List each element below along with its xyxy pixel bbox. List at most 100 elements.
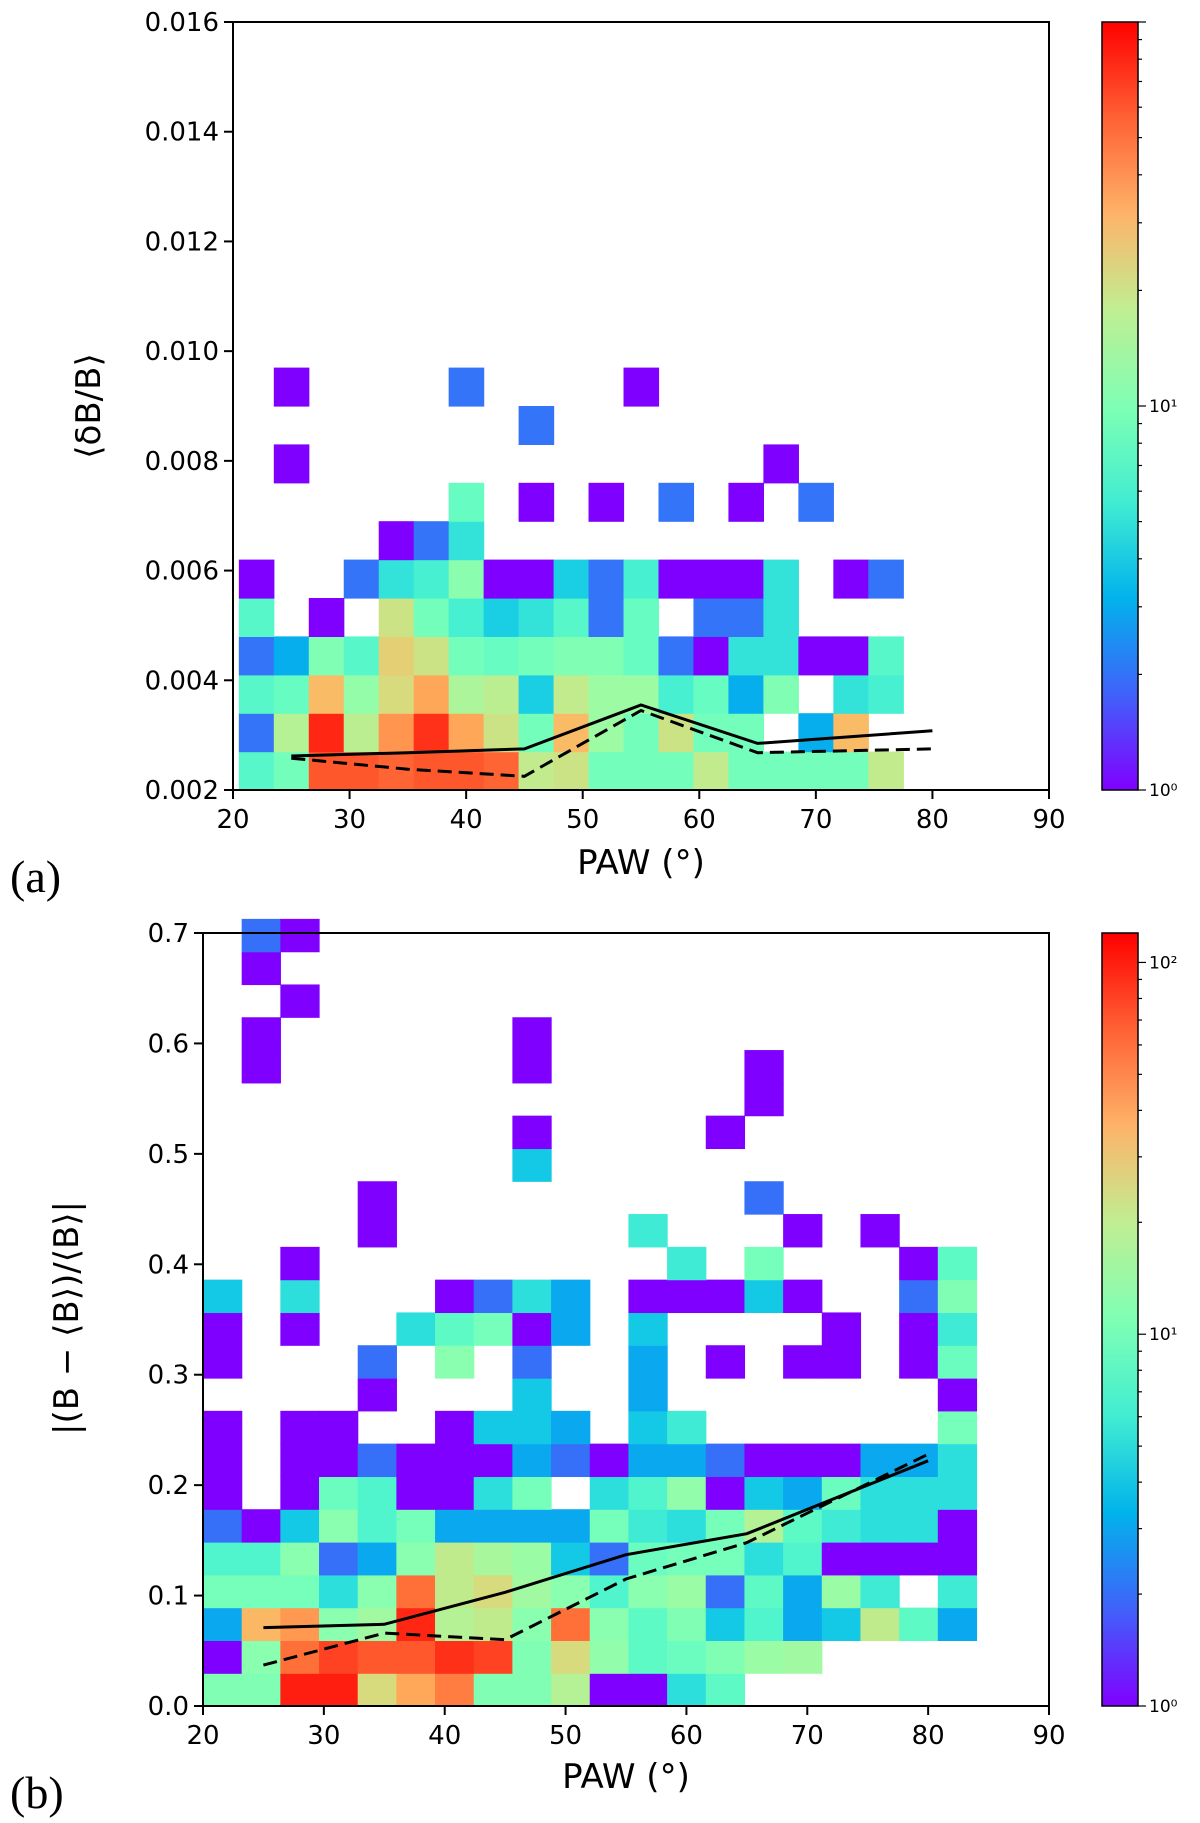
heatmap-cell xyxy=(448,598,485,637)
heatmap-cell xyxy=(728,674,764,714)
y-tick-label: 0.012 xyxy=(145,227,219,257)
heatmap-cell xyxy=(588,598,625,637)
heatmap-cell xyxy=(693,751,730,791)
y-tick-label: 0.2 xyxy=(148,1471,189,1501)
heatmap-cell xyxy=(705,1443,746,1478)
heatmap-cell xyxy=(357,1181,397,1215)
x-tick-label: 90 xyxy=(1032,805,1065,835)
heatmap-cell xyxy=(937,1607,978,1642)
heatmap-cell xyxy=(512,1410,552,1445)
heatmap-cell xyxy=(868,559,904,599)
heatmap-cell xyxy=(744,1574,784,1609)
heatmap-cell xyxy=(241,1673,281,1707)
heatmap-cell xyxy=(518,482,555,522)
heatmap-cell xyxy=(667,1476,707,1510)
plot-frame-b xyxy=(202,932,1050,1707)
heatmap-cell xyxy=(589,1607,630,1642)
heatmap-cell xyxy=(357,1509,397,1543)
heatmap-cell xyxy=(396,1574,436,1609)
heatmap-cell xyxy=(744,1181,784,1215)
heatmap-cell xyxy=(553,598,590,637)
heatmap-cell xyxy=(203,1476,243,1510)
heatmap-cell xyxy=(280,1279,320,1314)
x-tick-label: 40 xyxy=(428,1721,461,1751)
heatmap-cell xyxy=(518,598,555,637)
heatmap-cell xyxy=(203,1509,243,1543)
x-tick-label: 30 xyxy=(333,805,366,835)
heatmap-cell xyxy=(512,1312,552,1346)
heatmap-cell xyxy=(783,1279,823,1314)
heatmap-cell xyxy=(512,1345,552,1379)
heatmap-cell xyxy=(899,1509,939,1543)
heatmap-cell xyxy=(241,1574,281,1609)
heatmap-cell xyxy=(448,751,485,791)
heatmap-cell xyxy=(343,559,380,599)
heatmap-cell xyxy=(551,1279,591,1314)
heatmap-cell xyxy=(512,1115,552,1150)
heatmap-cell xyxy=(396,1542,436,1576)
heatmap-cell xyxy=(899,1607,939,1642)
heatmap-cell xyxy=(551,1542,591,1576)
heatmap-cell xyxy=(203,1542,243,1576)
heatmap-cell xyxy=(821,1542,862,1576)
y-axis-label-b: |(B − ⟨B⟩)/⟨B⟩| xyxy=(47,1201,87,1435)
heatmap-cell xyxy=(667,1673,707,1707)
heatmap-cell xyxy=(705,1279,746,1314)
heatmap-cell xyxy=(588,482,625,522)
x-tick-label: 90 xyxy=(1032,1721,1065,1751)
heatmap-cell xyxy=(203,1312,243,1346)
x-tick-label: 70 xyxy=(791,1721,824,1751)
heatmap-cell xyxy=(589,1673,630,1707)
heatmap-cell xyxy=(705,1115,746,1150)
heatmap-cell xyxy=(238,636,275,676)
heatmap-cell xyxy=(280,1509,320,1543)
y-tick-label: 0.0 xyxy=(148,1692,189,1722)
heatmap-cell xyxy=(343,674,380,714)
heatmap-cell xyxy=(512,1640,552,1674)
heatmap-cell xyxy=(435,1476,475,1510)
heatmap-cell xyxy=(744,1246,784,1281)
heatmap-cell xyxy=(833,636,869,676)
heatmap-cell xyxy=(518,751,555,791)
heatmap-cell xyxy=(937,1312,978,1346)
heatmap-cell xyxy=(343,636,380,676)
heatmap-cell xyxy=(280,1542,320,1576)
colorbar-tick-label: 10² xyxy=(1149,953,1177,973)
heatmap-cell xyxy=(273,636,310,676)
heatmap-cell xyxy=(280,1476,320,1510)
heatmap-cell xyxy=(628,1378,668,1412)
heatmap-cell xyxy=(833,713,869,753)
heatmap-cell xyxy=(473,1673,513,1707)
heatmap-plot-b xyxy=(203,918,978,1707)
heatmap-cell xyxy=(512,1148,552,1182)
heatmap-cell xyxy=(667,1509,707,1543)
heatmap-cell xyxy=(241,918,281,953)
heatmap-cell xyxy=(241,1509,281,1543)
heatmap-cell xyxy=(308,636,345,676)
heatmap-cell xyxy=(623,674,660,714)
heatmap-cell xyxy=(821,1345,862,1379)
heatmap-cell xyxy=(435,1443,475,1478)
heatmap-cell xyxy=(628,1443,668,1478)
heatmap-cell xyxy=(435,1279,475,1314)
heatmap-cell xyxy=(899,1476,939,1510)
heatmap-cell xyxy=(435,1345,475,1379)
heatmap-cell xyxy=(473,1312,513,1346)
heatmap-cell xyxy=(551,1410,591,1445)
heatmap-cell xyxy=(378,521,415,561)
heatmap-cell xyxy=(308,598,345,637)
heatmap-cell xyxy=(435,1509,475,1543)
heatmap-cell xyxy=(623,598,660,637)
heatmap-cell xyxy=(280,1673,320,1707)
heatmap-cell xyxy=(860,1476,900,1510)
heatmap-cell xyxy=(396,1673,436,1707)
x-tick-label: 60 xyxy=(670,1721,703,1751)
heatmap-cell xyxy=(280,1607,320,1642)
heatmap-cell xyxy=(667,1574,707,1609)
heatmap-cell xyxy=(473,1640,513,1674)
heatmap-cell xyxy=(589,1640,630,1674)
heatmap-cell xyxy=(551,1673,591,1707)
heatmap-cell xyxy=(798,751,834,791)
heatmap-cell xyxy=(483,559,520,599)
heatmap-cell xyxy=(357,1574,397,1609)
